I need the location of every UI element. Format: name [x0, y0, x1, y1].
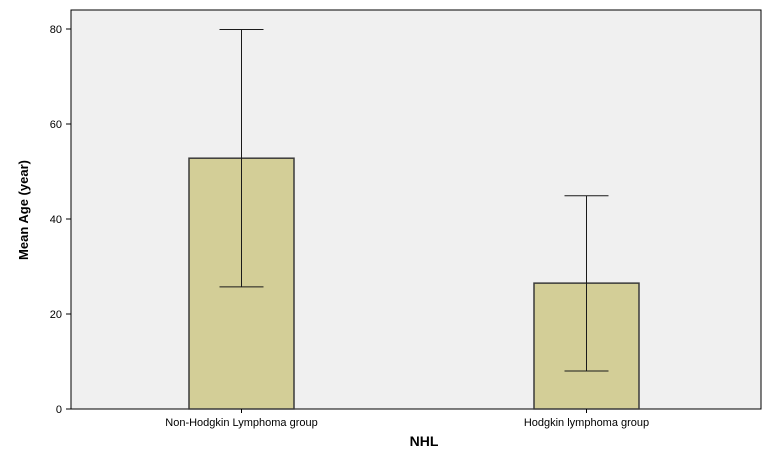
y-axis: 0 20 40 60 80 — [50, 10, 72, 416]
y-tick-label: 80 — [50, 24, 62, 36]
x-tick-label: Hodgkin lymphoma group — [524, 417, 649, 429]
x-tick-label: Non-Hodgkin Lymphoma group — [165, 417, 317, 429]
y-axis-title: Mean Age (year) — [16, 160, 31, 260]
y-tick-label: 60 — [50, 119, 62, 131]
plot-area — [70, 9, 762, 410]
y-tick-label: 0 — [56, 404, 62, 416]
x-tick-labels: Non-Hodgkin Lymphoma group Hodgkin lympho… — [165, 409, 649, 429]
y-tick-label: 20 — [50, 309, 62, 321]
x-axis-title: NHL — [410, 433, 439, 449]
error-bars — [219, 28, 609, 372]
y-tick-label: 40 — [50, 214, 62, 226]
